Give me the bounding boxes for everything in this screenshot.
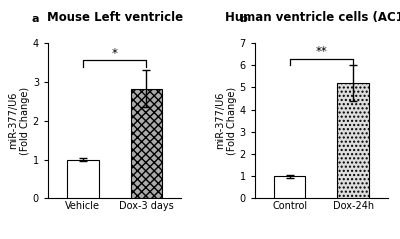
- Bar: [274, 176, 306, 198]
- Y-axis label: miR-377/U6
(Fold Change): miR-377/U6 (Fold Change): [8, 87, 30, 155]
- Text: Mouse Left ventricle: Mouse Left ventricle: [47, 11, 183, 24]
- Bar: [337, 83, 369, 198]
- Text: **: **: [316, 45, 327, 58]
- Bar: [130, 89, 162, 198]
- Text: a: a: [32, 14, 40, 24]
- Text: Human ventricle cells (AC16): Human ventricle cells (AC16): [225, 11, 400, 24]
- Bar: [67, 160, 99, 198]
- Text: b: b: [239, 14, 246, 24]
- Y-axis label: miR-377/U6
(Fold Change): miR-377/U6 (Fold Change): [215, 87, 237, 155]
- Text: *: *: [112, 47, 118, 60]
